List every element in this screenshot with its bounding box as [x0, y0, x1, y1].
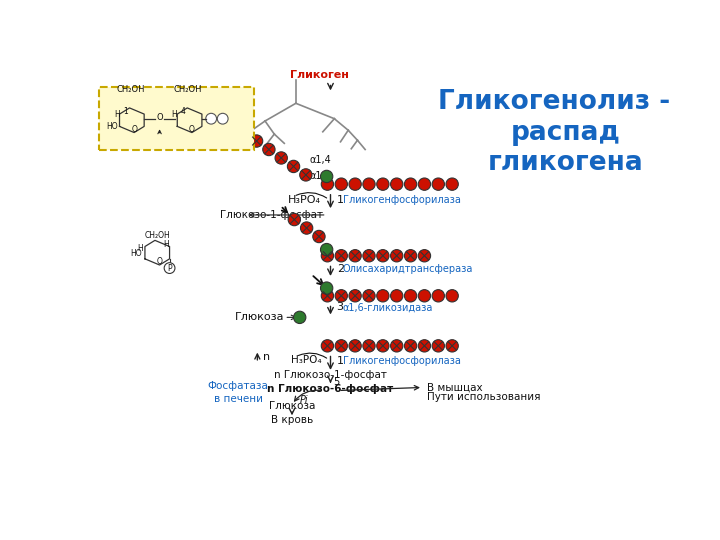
Text: H: H [163, 240, 169, 249]
Circle shape [349, 178, 361, 190]
Circle shape [418, 340, 431, 352]
Text: Pi: Pi [300, 395, 308, 405]
Text: H: H [138, 244, 143, 253]
Circle shape [390, 289, 403, 302]
Circle shape [418, 249, 431, 262]
Circle shape [432, 289, 444, 302]
Circle shape [377, 249, 389, 262]
Circle shape [363, 340, 375, 352]
Text: CH₂OH: CH₂OH [174, 85, 202, 94]
Text: Глюкозо-1-фосфат: Глюкозо-1-фосфат [220, 210, 323, 220]
Circle shape [446, 340, 459, 352]
Circle shape [321, 340, 333, 352]
Text: n: n [263, 352, 270, 362]
Circle shape [164, 262, 175, 273]
Text: 3: 3 [337, 302, 343, 312]
Text: Гликогенолиз -: Гликогенолиз - [438, 89, 670, 115]
Text: CH₂OH: CH₂OH [145, 231, 170, 240]
Text: распад: распад [510, 119, 621, 146]
Text: H: H [114, 110, 120, 119]
Circle shape [321, 249, 333, 262]
Circle shape [363, 289, 375, 302]
Circle shape [263, 143, 275, 156]
Circle shape [349, 340, 361, 352]
Text: H₃PO₄: H₃PO₄ [291, 355, 321, 365]
Text: Глюкоза: Глюкоза [269, 401, 315, 411]
Text: α1,6: α1,6 [310, 171, 331, 181]
Circle shape [206, 113, 217, 124]
Text: P: P [167, 264, 172, 273]
Text: n Глюкозо-6-фосфат: n Глюкозо-6-фосфат [267, 384, 394, 394]
Circle shape [349, 289, 361, 302]
Text: Глюкоза: Глюкоза [235, 312, 284, 322]
Text: Олисахаридтрансфераза: Олисахаридтрансфераза [343, 264, 473, 274]
Circle shape [377, 289, 389, 302]
Circle shape [432, 178, 444, 190]
Circle shape [363, 178, 375, 190]
Circle shape [418, 178, 431, 190]
Text: α1,6-гликозидаза: α1,6-гликозидаза [343, 302, 433, 312]
Circle shape [300, 222, 312, 234]
Circle shape [418, 289, 431, 302]
Circle shape [335, 340, 348, 352]
Text: Фосфатаза
в печени: Фосфатаза в печени [207, 381, 269, 404]
Circle shape [335, 249, 348, 262]
Text: Пути использования: Пути использования [427, 392, 540, 402]
Circle shape [321, 289, 333, 302]
Circle shape [390, 340, 403, 352]
Circle shape [405, 178, 417, 190]
Circle shape [377, 178, 389, 190]
Circle shape [335, 178, 348, 190]
Circle shape [405, 249, 417, 262]
Text: 4: 4 [181, 106, 186, 116]
Circle shape [405, 340, 417, 352]
Text: HO: HO [130, 249, 142, 258]
FancyBboxPatch shape [99, 87, 254, 150]
Circle shape [251, 135, 263, 147]
Text: В кровь: В кровь [271, 415, 313, 425]
Text: CH₂OH: CH₂OH [116, 85, 145, 94]
Circle shape [294, 311, 306, 323]
Text: n Глюкозо-1-фосфат: n Глюкозо-1-фосфат [274, 370, 387, 380]
Circle shape [446, 178, 459, 190]
Circle shape [446, 289, 459, 302]
Text: Гликогенфосфорилаза: Гликогенфосфорилаза [343, 356, 461, 366]
Circle shape [377, 340, 389, 352]
Text: гликогена: гликогена [487, 150, 643, 177]
Circle shape [275, 152, 287, 164]
Text: 2: 2 [337, 264, 343, 274]
Circle shape [390, 178, 403, 190]
Text: 1: 1 [123, 106, 128, 116]
Circle shape [432, 340, 444, 352]
Circle shape [405, 289, 417, 302]
Circle shape [320, 170, 333, 183]
Text: HO: HO [107, 122, 118, 131]
Text: O: O [157, 258, 163, 266]
Circle shape [363, 249, 375, 262]
Circle shape [288, 213, 300, 226]
Circle shape [217, 113, 228, 124]
Text: H₃PO₄: H₃PO₄ [288, 194, 321, 205]
Circle shape [320, 282, 333, 294]
Circle shape [335, 289, 348, 302]
Circle shape [390, 249, 403, 262]
Circle shape [312, 231, 325, 242]
Text: В мышцах: В мышцах [427, 382, 482, 393]
Text: O: O [131, 125, 137, 134]
Circle shape [321, 178, 333, 190]
Text: O: O [156, 113, 163, 122]
Circle shape [287, 160, 300, 173]
Text: Гликогенфосфорилаза: Гликогенфосфорилаза [343, 194, 461, 205]
Circle shape [349, 249, 361, 262]
Text: α1,4: α1,4 [310, 156, 331, 165]
Text: 1: 1 [337, 356, 343, 366]
Circle shape [300, 168, 312, 181]
Text: Гликоген: Гликоген [289, 70, 348, 80]
Circle shape [320, 244, 333, 256]
Text: 5: 5 [333, 377, 340, 387]
Text: O: O [189, 125, 195, 134]
Text: 1: 1 [337, 194, 343, 205]
Text: H: H [171, 110, 177, 119]
